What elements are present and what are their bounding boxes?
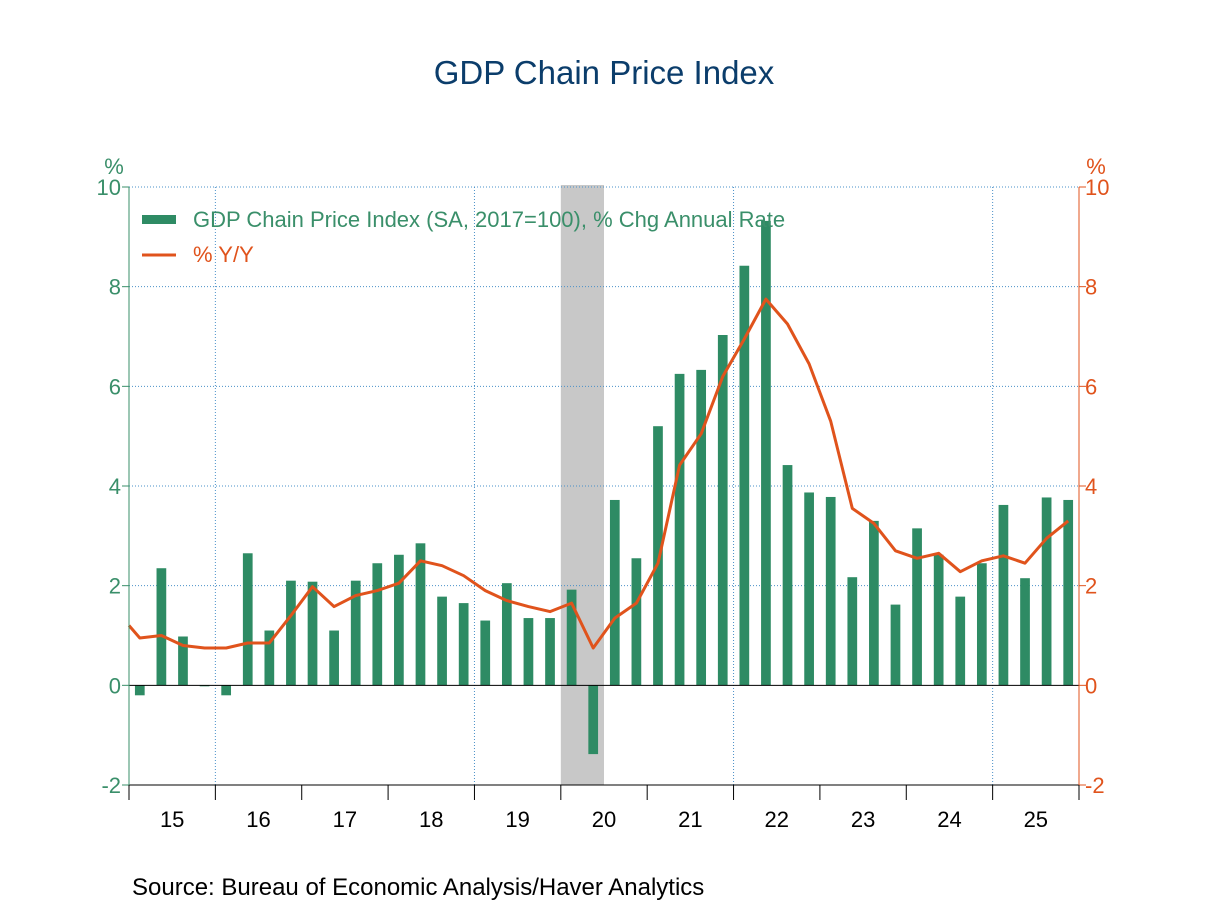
x-tick-label: 23 bbox=[851, 807, 875, 832]
bar bbox=[545, 618, 555, 686]
bar bbox=[674, 373, 685, 686]
bar bbox=[437, 596, 447, 686]
x-tick-label: 25 bbox=[1024, 807, 1048, 832]
x-tick-label: 17 bbox=[333, 807, 357, 832]
x-tick-label: 22 bbox=[764, 807, 788, 832]
bar bbox=[1041, 497, 1052, 686]
bar bbox=[696, 369, 707, 686]
bar bbox=[890, 604, 901, 686]
bar bbox=[976, 563, 987, 686]
bar bbox=[307, 581, 318, 686]
right-tick-label: 2 bbox=[1085, 574, 1097, 599]
chart-title: GDP Chain Price Index bbox=[434, 54, 775, 91]
bar bbox=[1020, 578, 1030, 686]
right-tick-label: 0 bbox=[1085, 673, 1097, 698]
bar bbox=[588, 685, 599, 755]
right-axis-unit: % bbox=[1086, 154, 1106, 179]
bar bbox=[372, 563, 383, 686]
x-tick-label: 24 bbox=[937, 807, 961, 832]
bar bbox=[134, 685, 145, 696]
bar bbox=[631, 558, 642, 686]
legend-bar-swatch bbox=[142, 215, 176, 224]
right-tick-label: 6 bbox=[1085, 374, 1097, 399]
bar bbox=[501, 583, 512, 686]
left-tick-label: 4 bbox=[109, 474, 121, 499]
left-tick-label: 10 bbox=[97, 175, 121, 200]
legend-line-label: % Y/Y bbox=[193, 242, 254, 267]
left-tick-label: 0 bbox=[109, 673, 121, 698]
right-tick-label: -2 bbox=[1085, 773, 1105, 798]
left-tick-label: 8 bbox=[109, 275, 121, 300]
x-tick-label: 21 bbox=[678, 807, 702, 832]
bar bbox=[825, 496, 836, 686]
yoy-line bbox=[127, 297, 1070, 650]
left-tick-label: 6 bbox=[109, 374, 121, 399]
bar bbox=[912, 528, 922, 686]
legend: GDP Chain Price Index (SA, 2017=100), % … bbox=[142, 207, 785, 267]
right-tick-label: 10 bbox=[1085, 175, 1109, 200]
bar bbox=[566, 589, 577, 686]
bar bbox=[955, 596, 966, 686]
bar bbox=[523, 618, 534, 686]
bar bbox=[761, 220, 771, 686]
right-tick-label: 4 bbox=[1085, 474, 1097, 499]
bar bbox=[286, 580, 296, 686]
bar bbox=[480, 620, 491, 686]
left-tick-label: 2 bbox=[109, 574, 121, 599]
bar bbox=[869, 520, 879, 686]
left-tick-label: -2 bbox=[101, 773, 121, 798]
legend-bar-label: GDP Chain Price Index (SA, 2017=100), % … bbox=[193, 207, 785, 232]
x-tick-label: 20 bbox=[592, 807, 616, 832]
bar bbox=[415, 543, 426, 686]
bar bbox=[221, 685, 232, 696]
bar bbox=[178, 636, 188, 686]
bar bbox=[264, 630, 275, 686]
bar bbox=[1063, 499, 1074, 686]
line-series bbox=[127, 297, 1070, 650]
bar bbox=[329, 630, 339, 686]
source-note: Source: Bureau of Economic Analysis/Have… bbox=[132, 874, 704, 901]
bar bbox=[458, 603, 469, 686]
bar bbox=[609, 499, 620, 686]
x-tick-label: 16 bbox=[246, 807, 270, 832]
bar bbox=[804, 492, 814, 686]
bar bbox=[653, 426, 663, 686]
right-tick-label: 8 bbox=[1085, 275, 1097, 300]
x-tick-label: 18 bbox=[419, 807, 443, 832]
x-tick-label: 15 bbox=[160, 807, 184, 832]
bar bbox=[156, 568, 167, 686]
bar bbox=[739, 265, 750, 686]
bar bbox=[350, 580, 361, 686]
bar bbox=[782, 465, 793, 686]
x-tick-label: 19 bbox=[505, 807, 529, 832]
left-axis-unit: % bbox=[104, 154, 124, 179]
bar bbox=[847, 577, 858, 686]
bar bbox=[717, 335, 728, 686]
bar bbox=[394, 554, 404, 686]
bar bbox=[242, 553, 253, 686]
bar-series bbox=[134, 220, 1074, 755]
bar bbox=[933, 554, 944, 686]
bar bbox=[998, 504, 1009, 686]
